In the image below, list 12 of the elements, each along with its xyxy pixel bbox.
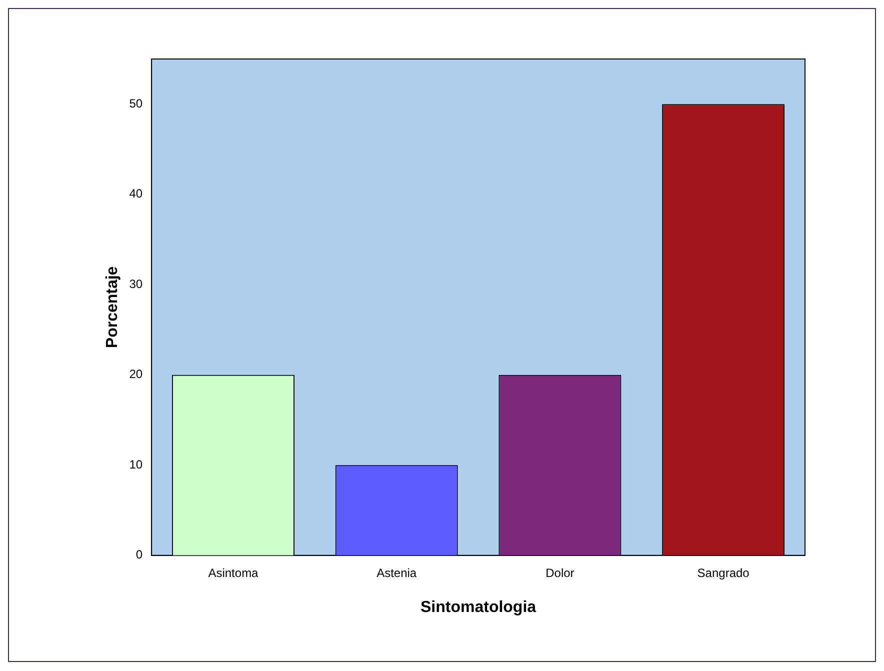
x-tick-label: Dolor xyxy=(546,566,574,580)
y-tick-label: 10 xyxy=(129,457,143,472)
y-axis-title: Porcentaje xyxy=(104,266,122,348)
y-tick-label: 40 xyxy=(129,186,143,201)
x-tick-label: Sangrado xyxy=(697,566,750,580)
y-tick-label: 0 xyxy=(136,548,143,562)
y-tick-label: 50 xyxy=(129,96,143,110)
x-tick-label: Asintoma xyxy=(208,566,259,580)
x-axis-title: Sintomatologia xyxy=(420,598,536,616)
x-tick-label: Astenia xyxy=(376,566,417,580)
y-tick-label: 30 xyxy=(129,276,143,291)
y-tick-label: 20 xyxy=(129,367,143,382)
